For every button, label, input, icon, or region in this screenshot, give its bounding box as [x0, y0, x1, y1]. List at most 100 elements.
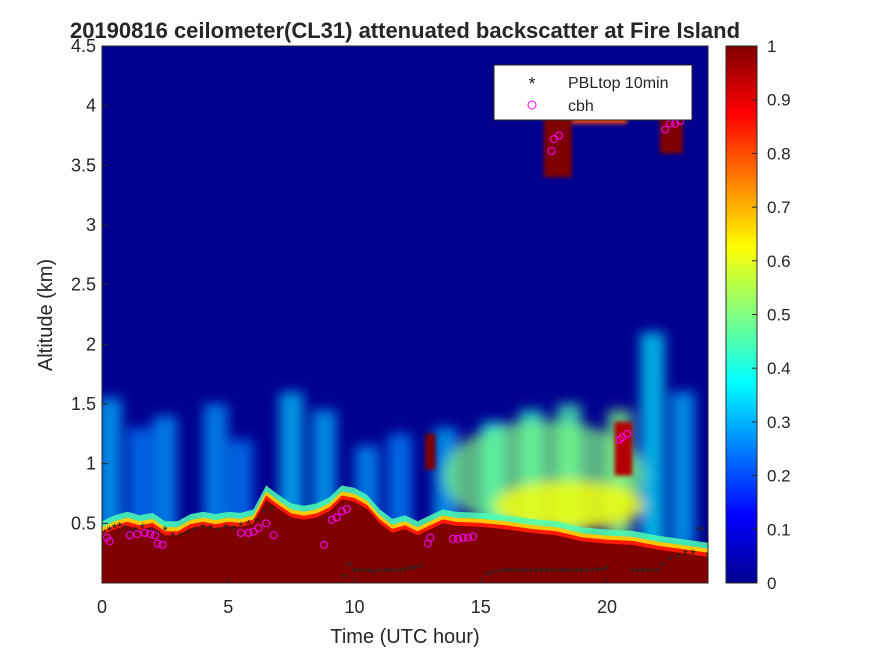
colorbar-tick-label: 1: [767, 37, 776, 56]
pbl-point: *: [238, 519, 244, 535]
pbl-point: *: [253, 514, 259, 530]
pbl-point: *: [690, 546, 696, 562]
x-tick-label: 20: [597, 597, 617, 617]
cbh-point: [105, 537, 114, 546]
pbl-point: *: [147, 523, 153, 539]
y-tick-label: 1: [86, 454, 96, 474]
pbl-point: *: [193, 522, 199, 538]
legend-marker-pbl: *: [528, 74, 535, 94]
pbl-point: *: [488, 566, 494, 582]
pbl-point: *: [650, 564, 656, 580]
pbl-point: *: [667, 552, 673, 568]
pbl-point: *: [599, 563, 605, 579]
pbl-point: *: [215, 522, 221, 538]
colorbar-tick-label: 0.2: [767, 467, 791, 486]
x-axis-label: Time (UTC hour): [330, 626, 479, 648]
y-tick-label: 4.5: [71, 36, 96, 56]
pbl-point: *: [695, 522, 701, 538]
pbl-point: *: [112, 520, 118, 536]
cbh-point: [469, 532, 478, 541]
legend-label-pbl: PBLtop 10min: [568, 75, 669, 92]
plot-area: * * * * * * * * * * * * * * * * * * * * * * ** *** * * * * * * * * * * * * *…: [102, 46, 708, 586]
cbh-point: [269, 531, 278, 540]
aerosol-layer: [493, 480, 645, 531]
pbl-point: *: [102, 526, 108, 542]
y-tick-label: 2: [86, 334, 96, 354]
pbl-point: *: [178, 528, 184, 544]
cbh-point: [140, 528, 149, 537]
y-tick-label: 3: [86, 215, 96, 235]
cbh-point: [464, 533, 473, 542]
cloud-echo: [425, 433, 436, 470]
pbl-point: *: [140, 520, 146, 536]
pbl-point: *: [261, 504, 267, 520]
pbl-point: *: [246, 516, 252, 532]
pbl-point: *: [635, 564, 641, 580]
pbl-point: *: [362, 564, 368, 580]
pbl-point: *: [493, 565, 499, 581]
colorbar-tick-label: 0.7: [767, 198, 791, 217]
legend-label-cbh: cbh: [568, 98, 594, 115]
pbl-point: *: [392, 564, 398, 580]
pbl-point: *: [342, 570, 348, 586]
colorbar-tick-label: 0.5: [767, 306, 791, 325]
pbl-point: *: [554, 564, 560, 580]
pbl-point: *: [377, 564, 383, 580]
pbl-point: *: [417, 559, 423, 575]
colorbar-tick-label: 0.1: [767, 520, 791, 539]
colorbar: 0 0.1 0.2 0.3 0.4 0.5 0.6 0.7 0.8 0.9 1: [725, 37, 791, 593]
cbh-point: [332, 513, 341, 522]
cbh-point: [151, 531, 160, 540]
pbl-point: *: [675, 550, 681, 566]
pbl-point: *: [223, 520, 229, 536]
pbl-point: *: [604, 562, 610, 578]
pbl-point: *: [127, 526, 133, 542]
y-tick-label: 1.5: [71, 394, 96, 414]
pbl-point: *: [518, 564, 524, 580]
colorbar-tick-label: 0.3: [767, 413, 791, 432]
colorbar-tick-label: 0.8: [767, 144, 791, 163]
pbl-point: *: [347, 558, 353, 574]
pbl-point: *: [407, 562, 413, 578]
cloud-echo: [614, 421, 633, 476]
cbh-point: [342, 505, 351, 514]
pbl-point: *: [640, 564, 646, 580]
aerosol-plume: [102, 398, 122, 548]
pbl-point: *: [402, 563, 408, 579]
cbh-point: [133, 530, 142, 539]
cbh-point: [244, 528, 253, 537]
colorbar-tick-label: 0.4: [767, 359, 791, 378]
cbh-point: [254, 524, 263, 533]
pbl-point: *: [132, 522, 138, 538]
pbl-point: *: [208, 521, 214, 537]
pbl-point: *: [387, 564, 393, 580]
pbl-point: *: [544, 564, 550, 580]
cbh-point: [327, 515, 336, 524]
y-tick-label: 4: [86, 96, 96, 116]
cbh-point: [320, 540, 329, 549]
aerosol-plume: [640, 332, 665, 548]
pbl-point: *: [534, 564, 540, 580]
cbh-point: [623, 429, 632, 438]
pbl-point: *: [122, 521, 128, 537]
pbl-point: *: [539, 564, 545, 580]
legend: * PBLtop 10min cbh: [493, 64, 693, 121]
x-tick-label: 5: [223, 597, 233, 617]
pbl-point: *: [367, 564, 373, 580]
pbl-point: *: [559, 564, 565, 580]
pbl-point: *: [700, 522, 706, 538]
y-tick-label: 2.5: [71, 275, 96, 295]
pbl-point: *: [508, 564, 514, 580]
pbl-point: *: [352, 564, 358, 580]
colorbar-tick-label: 0: [767, 574, 776, 593]
y-axis-label: Altitude (km): [35, 259, 57, 371]
y-axis: 0.5 1 1.5 2 2.5 3 3.5 4 4.5: [71, 36, 108, 533]
pbl-point: *: [645, 564, 651, 580]
pbl-point: *: [162, 522, 168, 538]
cbh-point: [615, 435, 624, 444]
pbl-point: *: [594, 563, 600, 579]
pbl-point: *: [513, 564, 519, 580]
plot-frame: [101, 45, 709, 584]
pbl-point: *: [483, 568, 489, 584]
